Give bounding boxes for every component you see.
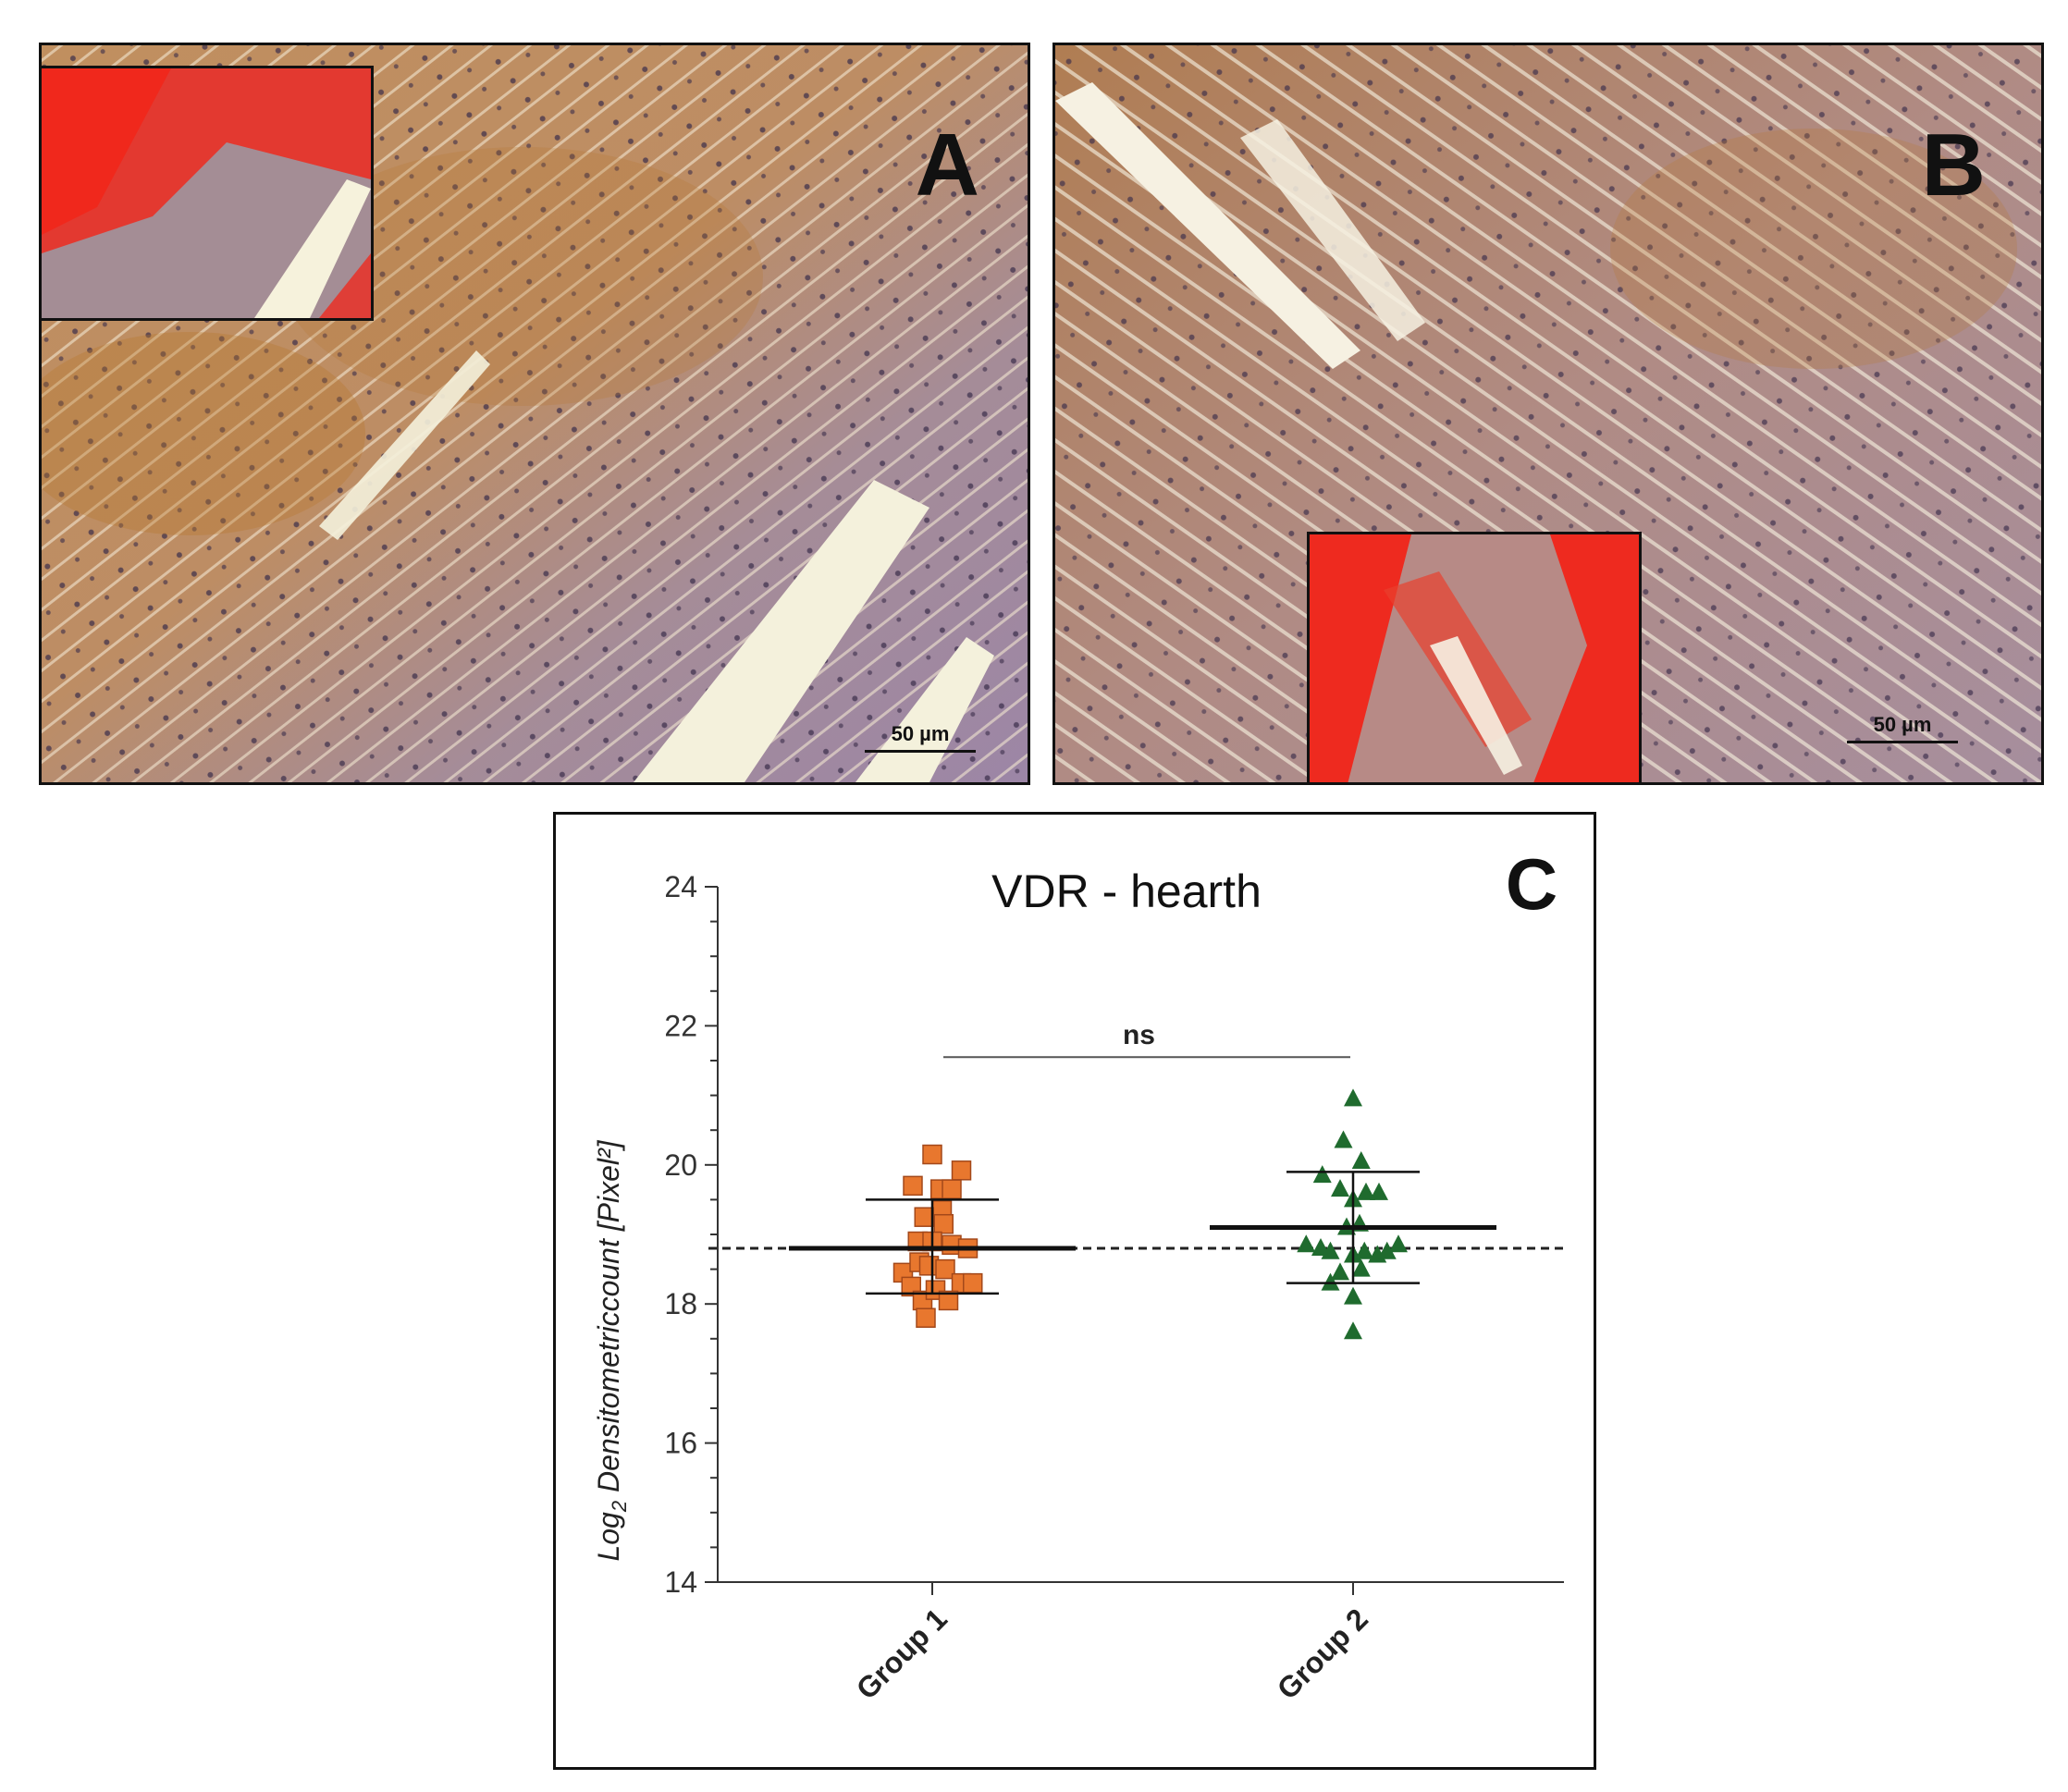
group2-point: [1355, 1241, 1374, 1259]
group2-point: [1334, 1130, 1353, 1148]
group1-point: [914, 1207, 934, 1227]
group2-point: [1331, 1262, 1349, 1281]
x-tick-label: Group 1: [850, 1602, 954, 1705]
group2-point: [1321, 1272, 1340, 1291]
y-axis-label-base: Log: [592, 1512, 625, 1562]
group1-point: [951, 1160, 972, 1181]
group2-point: [1344, 1286, 1362, 1305]
chart-panel-c: 14 16 18 20 22 24 Group 1 Group 2 VDR - hearth …: [553, 812, 1596, 1770]
group2-point: [1357, 1182, 1375, 1200]
group2-point: [1312, 1165, 1332, 1184]
y-tick-label: 16: [664, 1427, 697, 1460]
y-tick-label: 18: [664, 1287, 697, 1320]
y-tick-label: 14: [664, 1565, 697, 1599]
scale-bar-line-b: [1847, 741, 1958, 743]
scale-bar-a: 50 µm: [865, 722, 976, 759]
y-axis-label-rest: Densitometriccount [Pixel²]: [592, 1139, 625, 1501]
panel-letter-a: A: [915, 116, 979, 215]
scale-bar-line-a: [865, 750, 976, 753]
group1-point: [933, 1213, 954, 1234]
group2-point: [1377, 1241, 1397, 1259]
group2-point: [1389, 1234, 1408, 1253]
group1-point: [938, 1290, 959, 1311]
group2-point: [1370, 1182, 1388, 1200]
group1-point: [942, 1179, 962, 1199]
group2-point: [1297, 1234, 1316, 1253]
group1-point: [963, 1272, 983, 1294]
micrograph-panel-a: A 50 µm: [39, 43, 1030, 785]
chart-title: VDR - hearth: [991, 865, 1262, 917]
scale-bar-label-a: 50 µm: [891, 722, 950, 745]
group2-point: [1344, 1088, 1362, 1107]
group1-point: [922, 1144, 942, 1165]
group1-point: [903, 1175, 923, 1197]
x-tick-label: Group 2: [1271, 1602, 1374, 1705]
panel-letter-b: B: [1921, 116, 1986, 215]
group2-point: [1344, 1321, 1362, 1340]
group1-point: [916, 1307, 936, 1328]
group2-point: [1321, 1241, 1340, 1259]
y-axis-label: Log2 Densitometriccount [Pixel²]: [592, 1139, 631, 1561]
y-tick-label: 22: [664, 1009, 697, 1042]
scale-bar-label-b: 50 µm: [1873, 713, 1932, 736]
group2-point: [1351, 1151, 1371, 1170]
micrograph-panel-b: B 50 µm: [1052, 43, 2044, 785]
group1-point: [935, 1258, 955, 1280]
inset-image-b: [1307, 532, 1642, 782]
inset-image-a: [42, 66, 374, 321]
significance-label: ns: [1123, 1020, 1155, 1050]
y-tick-label: 24: [664, 870, 697, 903]
panel-letter-c: C: [1506, 843, 1557, 925]
y-axis-label-sub: 2: [608, 1501, 631, 1513]
scale-bar-b: 50 µm: [1847, 713, 1958, 750]
group2-point: [1351, 1258, 1371, 1277]
y-tick-label: 20: [664, 1148, 697, 1182]
group2-point: [1331, 1179, 1349, 1197]
